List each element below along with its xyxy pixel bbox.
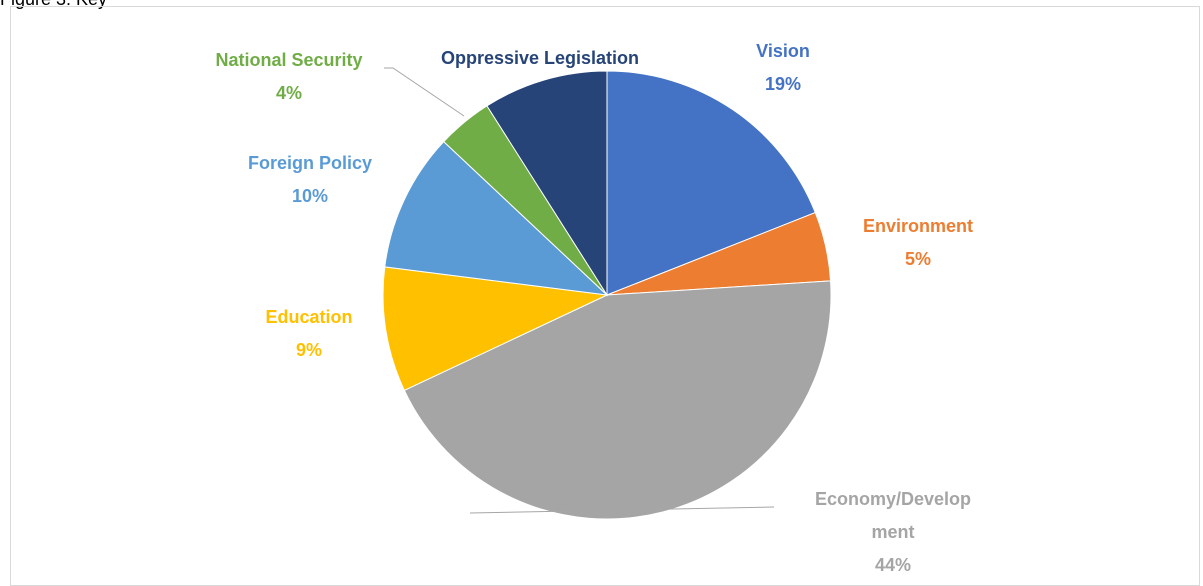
data-label-foreign-policy: Foreign Policy 10% [248, 153, 372, 206]
data-label-vision: Vision 19% [756, 41, 810, 94]
pie-slice-vision [606, 70, 816, 296]
pie-slice-oppressive-legislation [486, 70, 608, 297]
leader-line-economy-development [469, 506, 775, 514]
data-label-environment: Environment 5% [863, 216, 973, 269]
pie-slices [382, 70, 832, 520]
pie-slice-education [382, 266, 609, 392]
leader-line-national-security [384, 67, 465, 117]
data-label-economy-development: Economy/Develop ment 44% [815, 489, 971, 575]
data-label-national-security: National Security 4% [215, 50, 362, 103]
data-label-oppressive-legislation: Oppressive Legislation [441, 48, 639, 68]
caption-text: Figure 3: Key [0, 0, 107, 10]
data-label-education: Education 9% [265, 307, 352, 360]
pie-slice-foreign-policy [384, 140, 609, 296]
